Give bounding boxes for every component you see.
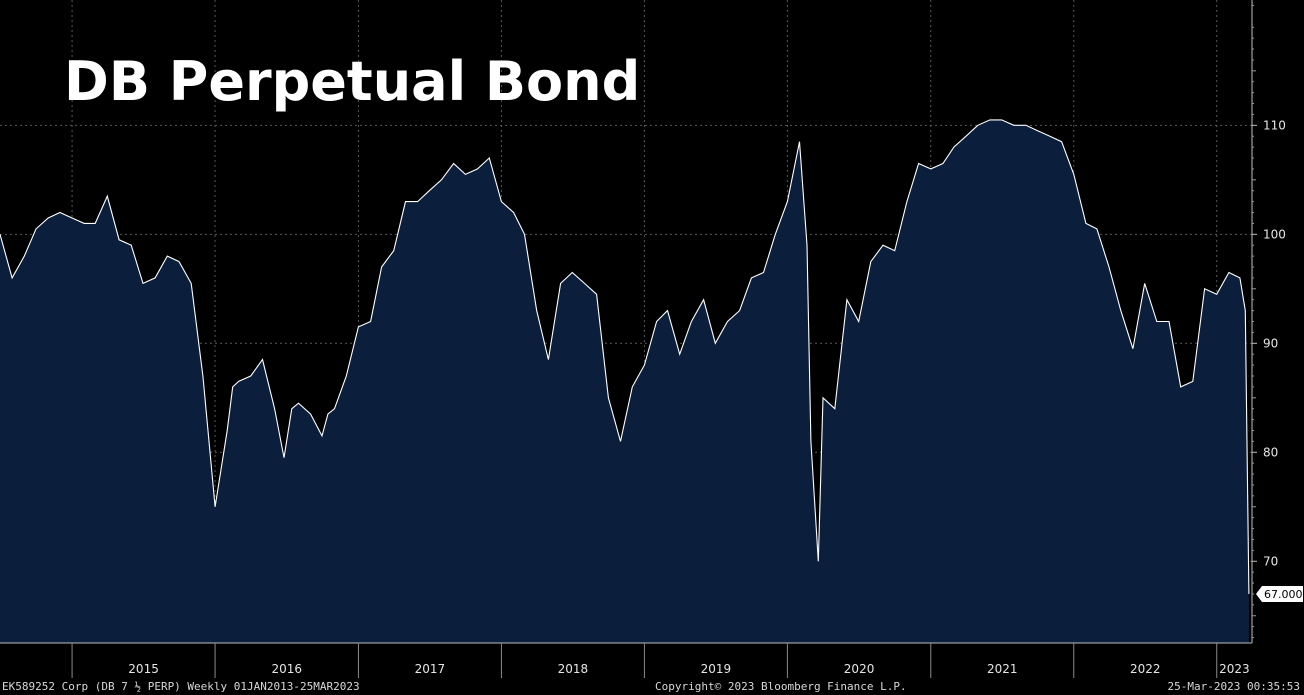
y-tick-label: 70 — [1263, 554, 1278, 568]
y-tick-label: 90 — [1263, 336, 1278, 350]
price-area-fill — [0, 119, 1249, 643]
x-tick-label: 2022 — [1130, 662, 1161, 676]
footer-timestamp: 25-Mar-2023 00:35:53 — [1167, 680, 1300, 693]
y-tick-label: 110 — [1263, 118, 1286, 132]
price-line — [0, 119, 1250, 595]
last-value-label: 67.000 — [1264, 588, 1303, 601]
footer-copyright: Copyright© 2023 Bloomberg Finance L.P. — [655, 680, 907, 693]
x-tick-label: 2018 — [558, 662, 589, 676]
x-tick-label: 2016 — [271, 662, 302, 676]
footer: EK589252 Corp (DB 7 ½ PERP) Weekly 01JAN… — [0, 679, 1304, 695]
last-value-marker: 67.000 — [1256, 585, 1303, 602]
last-value-tag — [1256, 585, 1303, 602]
y-axis-ticks: 70 80 90 100 110 — [1252, 4, 1286, 639]
x-axis-ticks: 2015 2016 2017 2018 2019 2020 2021 2022 2023 — [71, 643, 1250, 678]
chart-title: DB Perpetual Bond — [64, 50, 640, 113]
x-tick-label: 2015 — [128, 662, 159, 676]
x-tick-label: 2021 — [987, 662, 1018, 676]
y-tick-label: 100 — [1263, 227, 1286, 241]
x-tick-label: 2017 — [415, 662, 446, 676]
x-tick-label: 2019 — [701, 662, 732, 676]
x-tick-label: 2023 — [1219, 662, 1250, 676]
footer-ticker-info: EK589252 Corp (DB 7 ½ PERP) Weekly 01JAN… — [2, 680, 360, 693]
x-tick-label: 2020 — [844, 662, 875, 676]
y-tick-label: 80 — [1263, 445, 1278, 459]
